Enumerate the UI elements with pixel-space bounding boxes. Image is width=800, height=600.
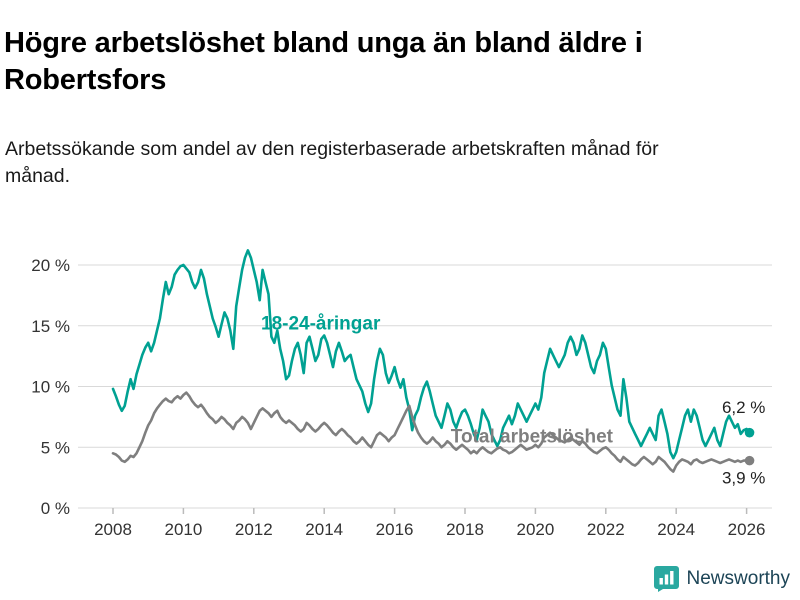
- x-axis-tick-label: 2024: [657, 520, 695, 539]
- y-axis-tick-label: 0 %: [41, 499, 70, 518]
- newsworthy-logo-icon: [653, 566, 679, 592]
- y-axis-tick-label: 15 %: [31, 317, 70, 336]
- brand-footer: Newsworthy: [653, 565, 790, 592]
- chart-annotation: 6,2 %: [722, 398, 765, 417]
- x-axis-tick-label: 2010: [164, 520, 202, 539]
- series-end-dot-total: [744, 455, 755, 466]
- chart-annotation: Total arbetslöshet: [451, 426, 614, 447]
- x-axis-tick-label: 2008: [94, 520, 132, 539]
- x-axis-tick-label: 2018: [446, 520, 484, 539]
- series-line-youth: [111, 249, 751, 460]
- series-line-total: [111, 391, 751, 473]
- brand-name: Newsworthy: [686, 567, 790, 589]
- x-axis-tick-label: 2014: [305, 520, 343, 539]
- x-axis-tick-label: 2016: [376, 520, 414, 539]
- x-axis-tick-label: 2020: [516, 520, 554, 539]
- x-axis-tick-label: 2012: [235, 520, 273, 539]
- x-axis-tick-label: 2022: [587, 520, 625, 539]
- y-axis-tick-label: 10 %: [31, 378, 70, 397]
- x-axis-tick-label: 2026: [728, 520, 766, 539]
- y-axis-tick-label: 5 %: [41, 438, 70, 457]
- chart-annotation: 3,9 %: [722, 469, 765, 488]
- page-title: Högre arbetslöshet bland unga än bland ä…: [4, 27, 643, 96]
- series-end-dot-youth: [744, 427, 755, 438]
- page-subtitle: Arbetssökande som andel av den registerb…: [5, 137, 659, 187]
- line-chart: 0 % 5 % 10 % 15 % 20 % 2008 2010 2012 2014 2016 20…: [31, 249, 772, 539]
- y-axis-tick-label: 20 %: [31, 256, 70, 275]
- chart-annotation: 18-24-åringar: [261, 313, 381, 334]
